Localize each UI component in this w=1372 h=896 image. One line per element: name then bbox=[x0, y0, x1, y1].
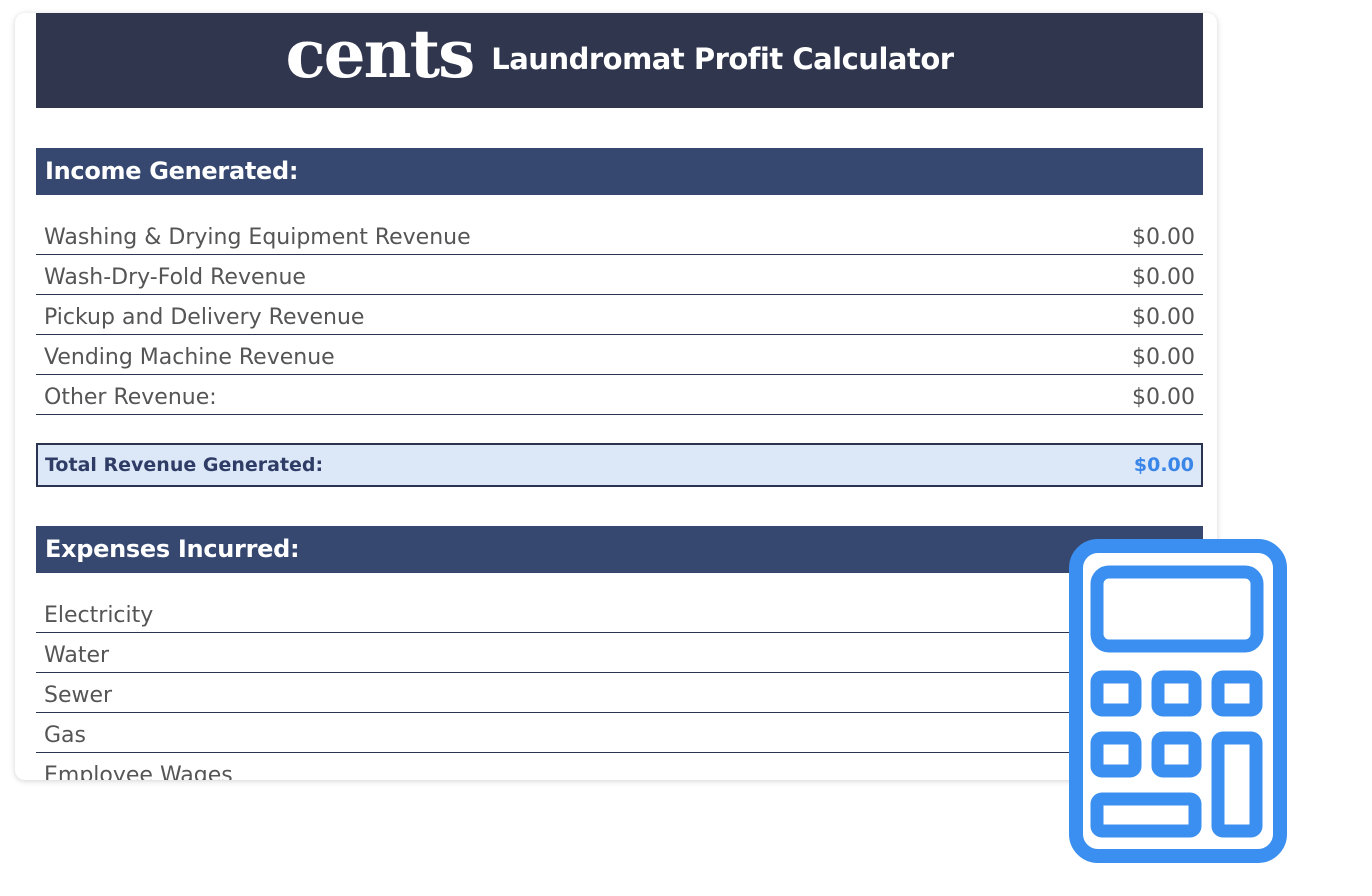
row-label: Washing & Drying Equipment Revenue bbox=[44, 225, 471, 250]
row-label: Other Revenue: bbox=[44, 385, 217, 410]
total-label: Total Revenue Generated: bbox=[45, 454, 324, 476]
row-value[interactable]: $0.00 bbox=[1132, 305, 1195, 330]
income-row[interactable]: Wash-Dry-Fold Revenue $0.00 bbox=[36, 255, 1203, 295]
row-value[interactable]: $0.00 bbox=[1132, 225, 1195, 250]
row-label: Pickup and Delivery Revenue bbox=[44, 305, 365, 330]
expenses-section-header: Expenses Incurred: bbox=[36, 526, 1203, 573]
row-label: Water bbox=[44, 643, 110, 668]
row-label: Sewer bbox=[44, 683, 113, 708]
income-row[interactable]: Other Revenue: $0.00 bbox=[36, 375, 1203, 415]
income-row[interactable]: Vending Machine Revenue $0.00 bbox=[36, 335, 1203, 375]
income-section-header: Income Generated: bbox=[36, 148, 1203, 195]
row-label: Employee Wages bbox=[44, 763, 233, 780]
expense-row[interactable]: Gas bbox=[36, 713, 1203, 753]
total-value: $0.00 bbox=[1133, 454, 1194, 476]
income-row[interactable]: Washing & Drying Equipment Revenue $0.00 bbox=[36, 215, 1203, 255]
page-title: Laundromat Profit Calculator bbox=[491, 41, 954, 76]
row-value[interactable]: $0.00 bbox=[1132, 265, 1195, 290]
expense-row[interactable]: Employee Wages bbox=[36, 753, 1203, 780]
income-row[interactable]: Pickup and Delivery Revenue $0.00 bbox=[36, 295, 1203, 335]
header-banner: cents Laundromat Profit Calculator bbox=[36, 13, 1203, 108]
expense-row[interactable]: Electricity bbox=[36, 593, 1203, 633]
row-label: Gas bbox=[44, 723, 86, 748]
total-revenue-row: Total Revenue Generated: $0.00 bbox=[36, 443, 1203, 487]
row-label: Wash-Dry-Fold Revenue bbox=[44, 265, 306, 290]
row-value[interactable]: $0.00 bbox=[1132, 345, 1195, 370]
expense-row[interactable]: Sewer bbox=[36, 673, 1203, 713]
row-label: Electricity bbox=[44, 603, 154, 628]
row-label: Vending Machine Revenue bbox=[44, 345, 335, 370]
row-value[interactable]: $0.00 bbox=[1132, 385, 1195, 410]
expense-row[interactable]: Water bbox=[36, 633, 1203, 673]
calculator-card: cents Laundromat Profit Calculator Incom… bbox=[15, 13, 1217, 780]
cents-logo: cents bbox=[285, 14, 475, 93]
